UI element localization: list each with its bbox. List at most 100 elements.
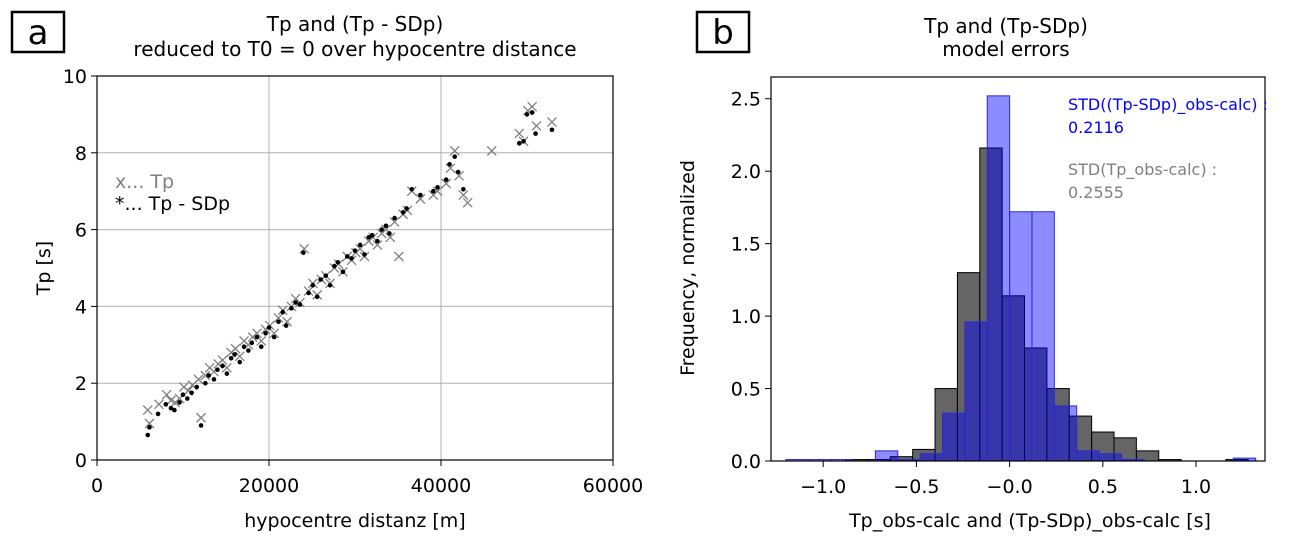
tp-sdp-point xyxy=(435,185,440,190)
tp-sdp-point xyxy=(452,154,458,159)
x-tick-label: 40000 xyxy=(411,475,471,497)
tp-sdp-point xyxy=(352,248,358,254)
tp-sdp-point xyxy=(155,411,161,417)
panel-a-letter: a xyxy=(28,13,49,53)
x-tick-label: −0.0 xyxy=(987,476,1033,498)
hist-bar-tp-sdp xyxy=(1098,453,1122,462)
annotation-std-tp-sdp-label: STD((Tp-SDp)_obs-calc) : xyxy=(1068,95,1268,115)
tp-sdp-point xyxy=(206,373,212,378)
tp-point xyxy=(273,312,284,323)
y-tick-label: 8 xyxy=(75,143,87,165)
tp-sdp-point xyxy=(379,227,384,232)
tp-sdp-point xyxy=(177,400,182,405)
x-tick-label: 20000 xyxy=(239,475,299,497)
tp-point xyxy=(196,412,207,423)
y-tick-label: 0 xyxy=(75,450,87,472)
tp-sdp-point xyxy=(211,377,217,382)
hist-bar-tp-sdp xyxy=(1031,211,1055,462)
tp-sdp-point xyxy=(314,294,320,300)
tp-sdp-point xyxy=(310,282,316,288)
tp-sdp-point xyxy=(147,425,152,430)
y-tick-label: 6 xyxy=(75,220,87,242)
tp-sdp-point xyxy=(283,323,289,328)
tp-point xyxy=(441,178,452,189)
tp-sdp-point xyxy=(237,359,243,365)
tp-sdp-point xyxy=(524,112,530,117)
panel-a-legend: x... Tp *... Tp - SDp xyxy=(115,171,230,215)
tp-sdp-point xyxy=(241,344,247,350)
panel-a: a Tp and (Tp - SDp) reduced to T0 = 0 ov… xyxy=(10,10,643,532)
tp-point xyxy=(200,370,211,381)
tp-sdp-point xyxy=(180,392,186,398)
tp-sdp-point xyxy=(263,330,268,336)
panel-b-x-ticks: −1.0 −0.5 −0.0 0.5 1.0 xyxy=(800,461,1211,498)
tp-sdp-point xyxy=(349,256,354,261)
panel-b-subtitle: model errors xyxy=(942,37,1069,61)
tp-point xyxy=(389,216,400,227)
tp-sdp-point xyxy=(340,269,346,275)
tp-point xyxy=(415,193,426,204)
tp-sdp-point xyxy=(271,334,277,340)
y-tick-label: 0.0 xyxy=(731,451,761,473)
tp-sdp-point xyxy=(172,407,177,413)
tp-point xyxy=(269,328,280,339)
x-tick-label: 0.5 xyxy=(1088,476,1118,498)
panel-a-x-axis-label: hypocentre distanz [m] xyxy=(244,510,465,532)
hist-bar-tp-sdp xyxy=(874,450,899,462)
x-tick-label: 60000 xyxy=(583,475,643,497)
tp-sdp-point xyxy=(409,186,415,192)
panel-a-axes-frame xyxy=(96,75,614,461)
y-tick-label: 4 xyxy=(75,296,87,318)
tp-sdp-point xyxy=(533,131,538,136)
tp-sdp-point xyxy=(297,302,303,307)
tp-sdp-point xyxy=(430,188,436,194)
tp-sdp-point xyxy=(383,223,389,229)
panel-b-axes-frame xyxy=(770,76,1266,462)
tp-sdp-point xyxy=(387,231,392,236)
tp-sdp-point xyxy=(228,355,234,361)
y-tick-label: 0.5 xyxy=(731,379,761,401)
tp-point xyxy=(234,351,245,362)
tp-sdp-point xyxy=(375,238,380,244)
tp-point xyxy=(144,418,155,429)
tp-point xyxy=(142,405,153,416)
tp-sdp-point xyxy=(189,390,194,396)
tp-sdp-point xyxy=(215,367,220,373)
panel-a-title: Tp and (Tp - SDp) xyxy=(266,12,444,36)
panel-a-subtitle: reduced to T0 = 0 over hypocentre distan… xyxy=(133,37,576,61)
y-tick-label: 2.5 xyxy=(731,89,761,111)
tp-point xyxy=(462,197,473,208)
panel-b-y-ticks: 0.0 0.5 1.0 1.5 2.0 2.5 xyxy=(731,89,771,473)
tp-sdp-point xyxy=(418,192,423,198)
tp-sdp-point xyxy=(232,352,237,357)
tp-sdp-point xyxy=(516,140,522,146)
tp-sdp-point xyxy=(400,210,406,215)
hist-bar-tp-sdp xyxy=(942,412,966,462)
tp-sdp-point xyxy=(521,138,526,144)
y-tick-label: 2.0 xyxy=(731,161,761,183)
tp-point xyxy=(161,389,172,400)
tp-sdp-point xyxy=(327,282,333,288)
x-tick-label: −0.5 xyxy=(893,476,939,498)
tp-sdp-point xyxy=(335,259,341,265)
tp-sdp-point xyxy=(145,432,151,438)
panel-b-annotations: STD((Tp-SDp)_obs-calc) : 0.2116 STD(Tp_o… xyxy=(1068,95,1268,202)
tp-point xyxy=(458,190,469,200)
tp-sdp-point xyxy=(289,306,294,311)
tp-point xyxy=(546,117,557,128)
tp-sdp-point xyxy=(392,215,397,221)
tp-sdp-point xyxy=(357,242,363,248)
y-tick-label: 10 xyxy=(63,66,87,88)
tp-point xyxy=(230,343,241,354)
hist-bar-tp-sdp xyxy=(964,321,988,462)
panel-b-x-axis-label: Tp_obs-calc and (Tp-SDp)_obs-calc [s] xyxy=(848,510,1211,532)
y-tick-label: 1.5 xyxy=(731,234,761,256)
tp-sdp-point xyxy=(323,273,329,278)
tp-point xyxy=(372,240,383,250)
tp-sdp-point xyxy=(443,177,449,182)
tp-sdp-point xyxy=(163,402,169,407)
tp-sdp-point xyxy=(224,371,230,376)
tp-sdp-point xyxy=(461,186,466,192)
tp-sdp-point xyxy=(280,309,286,315)
